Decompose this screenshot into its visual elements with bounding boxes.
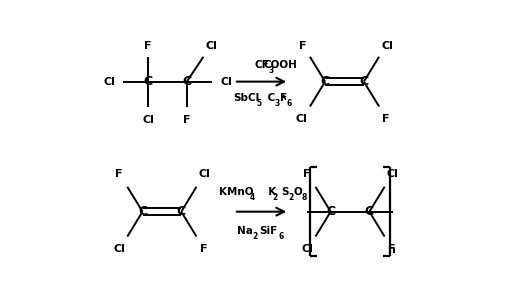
Text: F: F [388, 244, 395, 254]
Text: Cl: Cl [387, 169, 399, 179]
Text: F: F [115, 169, 123, 179]
Text: COOH: COOH [264, 60, 298, 70]
Text: CF: CF [254, 60, 269, 70]
Text: Cl: Cl [295, 114, 308, 124]
Text: 5: 5 [257, 99, 262, 108]
Text: 6: 6 [287, 99, 292, 108]
Text: C: C [177, 205, 186, 218]
Text: 2: 2 [252, 231, 257, 241]
Text: 6: 6 [279, 231, 284, 241]
Text: F: F [200, 244, 207, 254]
Text: F: F [382, 114, 390, 124]
Text: Cl: Cl [142, 115, 154, 125]
Text: Cl: Cl [113, 244, 125, 254]
Text: Na: Na [237, 226, 253, 236]
Text: Cl: Cl [381, 41, 393, 51]
Text: KMnO: KMnO [219, 187, 254, 197]
Text: O: O [293, 187, 302, 197]
Text: C: C [264, 93, 276, 103]
Text: F: F [299, 41, 307, 51]
Text: 8: 8 [302, 193, 307, 202]
Text: n: n [388, 245, 395, 255]
Text: F: F [280, 93, 287, 103]
Text: 4: 4 [249, 193, 255, 202]
Text: Cl: Cl [206, 41, 218, 51]
Text: 3: 3 [268, 66, 274, 74]
Text: C: C [138, 205, 147, 218]
Text: S: S [281, 187, 289, 197]
Text: C: C [365, 205, 374, 218]
Text: C: C [182, 75, 191, 88]
Text: C: C [143, 75, 153, 88]
Text: Cl: Cl [104, 77, 115, 87]
Text: Cl: Cl [221, 77, 233, 87]
Text: SiF: SiF [259, 226, 278, 236]
Text: C: C [326, 205, 335, 218]
Text: 2: 2 [272, 193, 278, 202]
Text: C: C [359, 75, 368, 88]
Text: 3: 3 [275, 99, 280, 108]
Text: F: F [144, 41, 152, 51]
Text: C: C [321, 75, 329, 88]
Text: Cl: Cl [301, 244, 313, 254]
Text: SbCl: SbCl [233, 93, 259, 103]
Text: K: K [261, 187, 276, 197]
Text: F: F [183, 115, 190, 125]
Text: F: F [303, 169, 311, 179]
Text: Cl: Cl [199, 169, 211, 179]
Text: 2: 2 [288, 193, 293, 202]
